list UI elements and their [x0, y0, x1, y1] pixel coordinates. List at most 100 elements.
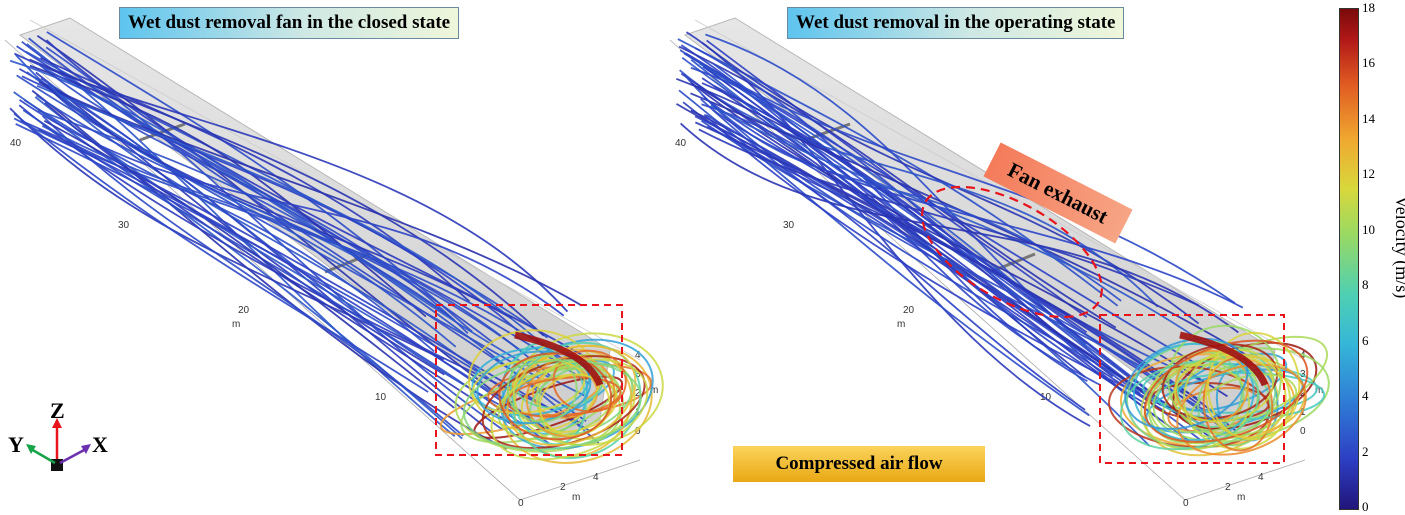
colorbar-tick: 18	[1362, 0, 1375, 15]
streamline	[680, 44, 1148, 406]
streamline-swirl	[1204, 353, 1287, 439]
colorbar-tick: 8	[1362, 277, 1369, 292]
streamline-swirl	[1207, 331, 1301, 441]
width-tick-label: 2	[1225, 482, 1231, 493]
length-tick-label: 40	[675, 138, 687, 149]
length-tick-label: 40	[10, 138, 22, 149]
highlight-boxes	[435, 185, 1285, 464]
streamline	[25, 50, 548, 339]
colorbar-tick: 16	[1362, 55, 1375, 70]
streamline-swirl	[1202, 357, 1274, 452]
streamline	[705, 33, 1141, 395]
streamline-swirl	[490, 358, 649, 461]
length-tick-label: 10	[375, 392, 387, 403]
streamline-swirl	[1183, 348, 1291, 450]
z-axis-label: Z	[50, 398, 65, 423]
colorbar-title: Velocity (m/s)	[1392, 195, 1405, 299]
streamline-swirl	[1132, 342, 1255, 442]
streamline	[20, 119, 590, 432]
length-tick-label: 20	[903, 305, 915, 316]
y-axis-arrow	[30, 447, 56, 465]
width-tick-label: 2	[560, 482, 566, 493]
streamline	[19, 99, 565, 317]
panel-left-title: Wet dust removal fan in the closed state	[119, 7, 460, 39]
compressed-air-label: Compressed air flow	[733, 446, 985, 482]
support-beam	[139, 122, 186, 142]
streamline	[712, 109, 1244, 309]
length-tick-label: 30	[783, 220, 795, 231]
streamline	[694, 121, 1201, 407]
x-axis-arrow	[59, 447, 87, 465]
height-tick-label: 0	[1300, 426, 1306, 437]
colorbar-tick: 6	[1362, 333, 1369, 348]
streamline-swirl	[512, 332, 664, 447]
length-unit-label: m	[897, 319, 905, 330]
height-tick-label: 2	[635, 388, 641, 399]
colorbar-tick: 0	[1362, 499, 1369, 514]
streamline	[13, 117, 587, 376]
streamline-swirl	[506, 354, 578, 423]
fan-exhaust-ellipse	[921, 185, 1103, 319]
length-tick-label: 30	[118, 220, 130, 231]
high-velocity-jet	[1179, 331, 1269, 387]
velocity-colorbar	[1339, 8, 1359, 510]
colorbar-tick: 12	[1362, 166, 1375, 181]
streamline-swirl	[1156, 371, 1326, 421]
height-unit-label: m	[650, 385, 658, 396]
streamline	[38, 128, 530, 422]
width-tick-label: 4	[1258, 472, 1264, 483]
height-unit-label: m	[1315, 385, 1323, 396]
streamline	[680, 122, 1239, 334]
panel-right-title: Wet dust removal in the operating state	[787, 7, 1125, 39]
length-tick-label: 20	[238, 305, 250, 316]
streamline	[678, 45, 1117, 329]
colorbar-tick: 4	[1362, 388, 1369, 403]
streamline	[679, 69, 1159, 308]
colorbar-tick: 2	[1362, 444, 1369, 459]
axis-frame-line	[519, 459, 641, 501]
height-tick-label: 3	[635, 369, 641, 380]
y-arrowhead	[26, 444, 36, 454]
colorbar-tick: 14	[1362, 111, 1375, 126]
y-axis-label: Y	[8, 432, 24, 457]
x-axis-label: X	[92, 432, 108, 457]
streamline-swirl	[1140, 363, 1250, 451]
tunnel-body	[683, 17, 1276, 441]
streamline-swirl	[1143, 339, 1309, 443]
streamline-swirl	[498, 352, 613, 441]
width-unit-label: m	[572, 492, 580, 503]
streamline	[41, 125, 552, 378]
streamline	[690, 82, 1228, 398]
z-arrowhead	[52, 418, 62, 428]
streamline	[38, 81, 583, 307]
axis-triad: Z Y X	[8, 398, 108, 471]
width-unit-label: m	[1237, 492, 1245, 503]
streamline	[696, 85, 1086, 378]
streamline	[46, 86, 513, 320]
streamline-swirl	[462, 359, 642, 451]
streamline	[712, 84, 1206, 412]
streamline	[36, 84, 560, 361]
height-tick-label: 2	[1300, 388, 1306, 399]
streamline-swirl	[1174, 353, 1274, 423]
streamline	[698, 128, 1199, 307]
streamline	[678, 89, 1090, 417]
streamline	[710, 104, 1198, 340]
width-tick-label: 4	[593, 472, 599, 483]
streamline	[9, 107, 445, 361]
length-unit-label: m	[232, 319, 240, 330]
streamline	[703, 97, 1186, 394]
length-tick-label: 0	[518, 498, 524, 509]
streamline	[35, 71, 445, 376]
streamline	[16, 74, 540, 380]
streamline-swirl	[1119, 360, 1260, 451]
streamline	[694, 115, 1166, 413]
streamline	[36, 62, 469, 335]
height-tick-label: 4	[635, 350, 641, 361]
streamline	[37, 109, 453, 319]
streamline	[679, 49, 1236, 304]
